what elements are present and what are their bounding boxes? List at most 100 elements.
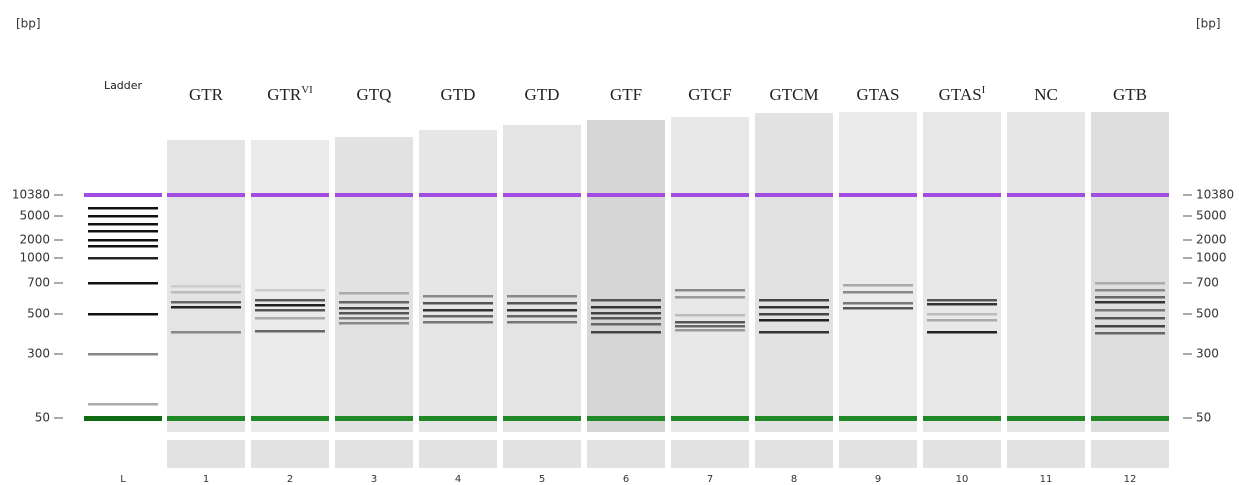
- lane-name: Ladder: [104, 79, 143, 92]
- band: [255, 304, 325, 307]
- lane-lower: [755, 440, 833, 468]
- band: [591, 312, 661, 315]
- gel-view: [bp] [bp] LadderLGTR1GTRVI2GTQ3GTD4GTD5G…: [0, 0, 1239, 485]
- lane-number: 7: [707, 474, 713, 485]
- lane-number: 11: [1040, 474, 1053, 485]
- unit-left: [bp]: [16, 17, 41, 31]
- band: [927, 299, 997, 302]
- lane-header: GTF: [610, 85, 642, 104]
- lane-number: 1: [203, 474, 209, 485]
- band: [1095, 317, 1165, 320]
- lane-sup: I: [982, 84, 986, 96]
- band: [423, 309, 493, 312]
- lane-number: 10: [956, 474, 969, 485]
- marker-upper: [1091, 193, 1169, 197]
- lane-number: 6: [623, 474, 629, 485]
- band: [423, 302, 493, 305]
- band: [843, 291, 913, 294]
- scale-label-right: 1000: [1196, 251, 1227, 265]
- marker-lower: [419, 416, 497, 421]
- lane-number: L: [120, 474, 126, 485]
- lane: GTB 12: [1091, 85, 1169, 485]
- band: [759, 331, 829, 334]
- band: [927, 319, 997, 322]
- marker-lower: [335, 416, 413, 421]
- lane-name: GTQ: [357, 85, 392, 104]
- lane-lower: [923, 440, 1001, 468]
- marker-upper: [839, 193, 917, 197]
- lane: GTR 1: [167, 85, 245, 485]
- marker-lower: [839, 416, 917, 421]
- lane-lower: [671, 440, 749, 468]
- band: [675, 289, 745, 292]
- band: [507, 315, 577, 318]
- band: [171, 306, 241, 309]
- marker-lower: [671, 416, 749, 421]
- band: [591, 323, 661, 326]
- band: [1095, 296, 1165, 299]
- lane: GTD5: [503, 85, 581, 485]
- scale-label-right: 2000: [1196, 233, 1227, 247]
- band: [339, 307, 409, 310]
- lane-header: GTB: [1113, 85, 1147, 104]
- band: [1095, 289, 1165, 292]
- band: [88, 257, 158, 260]
- marker-lower: [84, 416, 162, 421]
- scale-label-left: 700: [27, 276, 50, 290]
- lane-number: 12: [1124, 474, 1137, 485]
- band: [507, 309, 577, 312]
- band: [423, 315, 493, 318]
- lane-name: GTCF: [688, 85, 731, 104]
- band: [1095, 325, 1165, 328]
- band: [507, 295, 577, 298]
- marker-upper: [419, 193, 497, 197]
- band: [255, 289, 325, 292]
- scale-label-left: 5000: [19, 209, 50, 223]
- lane-body: [839, 112, 917, 432]
- band: [255, 330, 325, 333]
- band: [255, 317, 325, 320]
- lane-body: [671, 117, 749, 432]
- band: [675, 321, 745, 324]
- scale-label-right: 10380: [1196, 188, 1234, 202]
- band: [423, 321, 493, 324]
- band: [88, 223, 158, 226]
- band: [675, 314, 745, 317]
- band: [339, 292, 409, 295]
- lane: GTASI10: [923, 84, 1001, 485]
- marker-upper: [251, 193, 329, 197]
- band: [88, 239, 158, 242]
- lane-number: 2: [287, 474, 293, 485]
- lane-number: 9: [875, 474, 881, 485]
- band: [759, 319, 829, 322]
- lane-lower: [839, 440, 917, 468]
- band: [591, 306, 661, 309]
- marker-lower: [251, 416, 329, 421]
- marker-upper: [923, 193, 1001, 197]
- lane-lower: [503, 440, 581, 468]
- marker-lower: [167, 416, 245, 421]
- lane-lower: [167, 440, 245, 468]
- lane-header: NC: [1034, 85, 1058, 104]
- scale-label-right: 5000: [1196, 209, 1227, 223]
- band: [759, 299, 829, 302]
- lane-header: GTD: [525, 85, 560, 104]
- band: [88, 313, 158, 316]
- band: [255, 299, 325, 302]
- lane-body: [1007, 112, 1085, 432]
- band: [88, 230, 158, 233]
- band: [759, 306, 829, 309]
- band: [88, 207, 158, 210]
- band: [339, 322, 409, 325]
- lane: GTCM8: [755, 85, 833, 485]
- lane-lower: [1091, 440, 1169, 468]
- lane-body: [419, 130, 497, 432]
- band: [423, 295, 493, 298]
- lane-number: 3: [371, 474, 377, 485]
- lane-name: GTR: [189, 85, 224, 104]
- lane-lower: [251, 440, 329, 468]
- marker-lower: [503, 416, 581, 421]
- lane-lower: [419, 440, 497, 468]
- lane-header: GTR: [189, 85, 224, 104]
